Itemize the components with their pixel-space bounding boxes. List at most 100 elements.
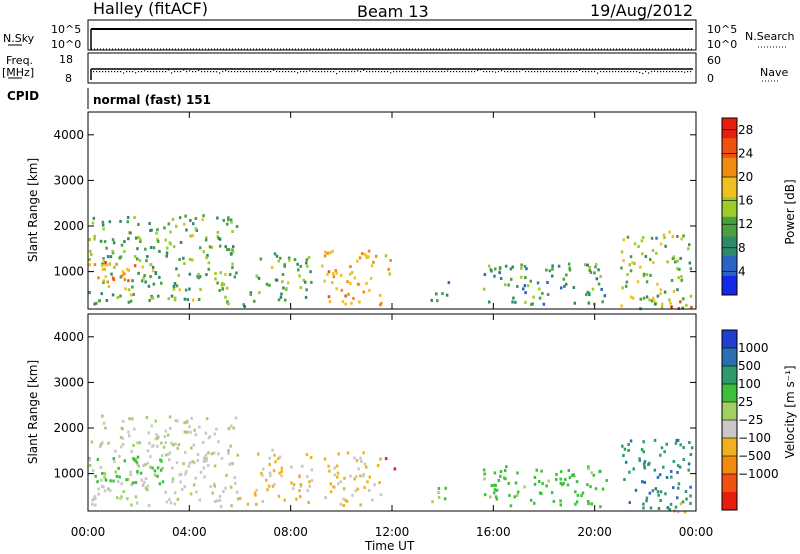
- echo-cell: [329, 490, 333, 494]
- echo-cell: [524, 291, 527, 295]
- echo-cell: [123, 250, 126, 253]
- echo-cell: [88, 263, 92, 267]
- echo-cell: [331, 281, 334, 285]
- echo-cell: [130, 503, 133, 507]
- echo-cell: [351, 493, 354, 497]
- echo-cell: [216, 499, 219, 503]
- echo-cell: [134, 495, 138, 499]
- echo-cell: [189, 492, 193, 496]
- echo-cell: [224, 295, 227, 299]
- echo-cell: [688, 243, 691, 247]
- echo-cell: [186, 430, 189, 434]
- echo-cell: [622, 259, 625, 263]
- echo-cell: [540, 492, 543, 496]
- echo-cell: [174, 442, 177, 446]
- echo-cell: [675, 438, 678, 442]
- echo-cell: [146, 461, 150, 465]
- nave-dot: [498, 71, 500, 73]
- nave-dot: [597, 72, 599, 74]
- nave-dot: [669, 71, 671, 73]
- nave-dot: [252, 71, 254, 73]
- echo-cell: [136, 462, 139, 466]
- echo-cell: [169, 230, 172, 234]
- echo-cell: [683, 510, 687, 514]
- echo-cell: [143, 274, 146, 277]
- nave-dot: [156, 71, 158, 73]
- echo-cell: [660, 446, 664, 450]
- echo-cell: [238, 496, 242, 500]
- echo-cell: [387, 267, 390, 271]
- echo-cell: [342, 504, 345, 507]
- echo-cell: [651, 249, 655, 252]
- echo-cell: [677, 464, 680, 468]
- echo-cell: [171, 217, 175, 221]
- echo-cell: [174, 224, 178, 228]
- echo-cell: [127, 300, 131, 304]
- echo-cell: [288, 258, 291, 262]
- nave-dot: [588, 71, 590, 73]
- echo-cell: [624, 284, 628, 288]
- echo-cell: [689, 267, 693, 271]
- echo-cell: [133, 427, 136, 431]
- echo-cell: [120, 445, 123, 449]
- power-heatmap-panel: [88, 214, 693, 311]
- echo-cell: [132, 293, 135, 296]
- echo-cell: [642, 450, 645, 454]
- echo-cell: [332, 485, 335, 489]
- echo-cell: [672, 255, 676, 259]
- nave-dot: [663, 71, 665, 73]
- nave-dot: [315, 71, 317, 73]
- echo-cell: [524, 300, 527, 304]
- echo-cell: [107, 487, 110, 491]
- echo-cell: [110, 272, 113, 276]
- echo-cell: [483, 273, 487, 277]
- echo-cell: [445, 293, 449, 297]
- echo-cell: [120, 482, 123, 486]
- echo-cell: [589, 270, 593, 274]
- echo-cell: [362, 290, 365, 294]
- echo-cell: [661, 302, 664, 306]
- echo-cell: [119, 294, 122, 298]
- echo-cell: [121, 419, 125, 423]
- echo-cell: [98, 445, 102, 449]
- echo-cell: [372, 260, 375, 264]
- echo-cell: [331, 249, 334, 253]
- echo-cell: [597, 282, 601, 286]
- colorbar-swatch: [722, 384, 737, 403]
- echo-cell: [551, 274, 554, 278]
- echo-cell: [514, 300, 517, 304]
- nave-dot: [261, 71, 263, 73]
- echo-cell: [249, 291, 253, 295]
- echo-cell: [380, 301, 383, 305]
- echo-cell: [641, 252, 644, 256]
- colorbar-swatch: [722, 366, 737, 385]
- nave-dot: [432, 71, 434, 73]
- date-title: 19/Aug/2012: [590, 1, 694, 20]
- echo-cell: [275, 254, 279, 258]
- echo-cell: [493, 483, 496, 487]
- echo-cell: [334, 269, 337, 272]
- echo-cell: [88, 456, 91, 460]
- echo-cell: [168, 458, 171, 462]
- echo-cell: [548, 269, 552, 273]
- echo-cell: [183, 485, 186, 489]
- nave-dot: [627, 71, 629, 73]
- echo-cell: [281, 280, 284, 284]
- echo-cell: [308, 484, 311, 488]
- echo-cell: [142, 276, 145, 280]
- echo-cell: [586, 290, 590, 294]
- nave-dot: [396, 71, 398, 73]
- echo-cell: [676, 496, 679, 500]
- echo-cell: [326, 251, 330, 255]
- echo-cell: [178, 473, 182, 477]
- echo-cell: [107, 285, 111, 288]
- echo-cell: [128, 434, 131, 438]
- echo-cell: [168, 451, 172, 455]
- echo-cell: [546, 293, 550, 296]
- echo-cell: [575, 480, 579, 484]
- echo-cell: [533, 475, 537, 479]
- echo-cell: [127, 279, 130, 283]
- echo-cell: [97, 492, 100, 496]
- echo-cell: [679, 443, 682, 447]
- colorbar-tick-label: 4: [738, 264, 746, 278]
